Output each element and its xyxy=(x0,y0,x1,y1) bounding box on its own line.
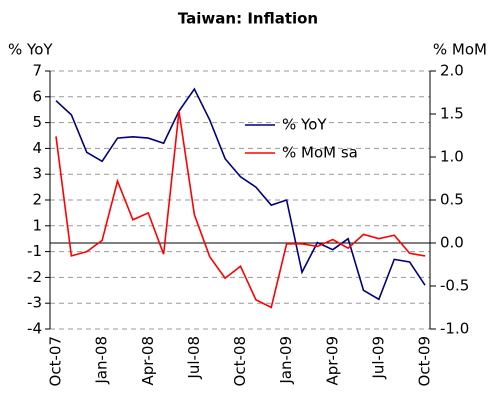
y2-tick-label: 2.0 xyxy=(440,62,464,80)
x-tick-label: Apr-08 xyxy=(139,336,157,386)
x-tick-label: Jan-09 xyxy=(277,336,295,385)
x-tick-label: Jul-08 xyxy=(185,336,203,380)
y-tick-label: 7 xyxy=(32,62,42,80)
y2-tick-label: 1.0 xyxy=(440,148,464,166)
x-tick-label: Jul-09 xyxy=(369,336,387,380)
y-tick-label: 6 xyxy=(32,87,42,105)
y-tick-label: 2 xyxy=(32,191,42,209)
y-tick-label: -1 xyxy=(27,242,42,260)
y2-tick-label: -1.0 xyxy=(440,320,469,338)
y-tick-label: -3 xyxy=(27,294,42,312)
x-tick-label: Oct-08 xyxy=(231,336,249,386)
legend-label: % MoM sa xyxy=(282,144,358,162)
y2-tick-label: 0.5 xyxy=(440,191,464,209)
chart-title: Taiwan: Inflation xyxy=(178,10,318,28)
y-axis-label: % YoY xyxy=(8,41,53,59)
legend-label: % YoY xyxy=(282,116,327,134)
y2-tick-label: -0.5 xyxy=(440,277,469,295)
x-tick-label: Oct-09 xyxy=(416,336,434,386)
series-line xyxy=(55,87,426,301)
series-line xyxy=(55,111,426,309)
y-tick-label: -2 xyxy=(27,268,42,286)
y-tick-label: 3 xyxy=(32,165,42,183)
y2-tick-label: 0.0 xyxy=(440,234,464,252)
y2-axis-label: % MoM xyxy=(433,41,487,59)
y-tick-label: 5 xyxy=(32,113,42,131)
y-tick-label: 1 xyxy=(32,216,42,234)
y2-tick-label: 1.5 xyxy=(440,105,464,123)
x-tick-label: Jan-08 xyxy=(93,336,111,385)
y-tick-label: -4 xyxy=(27,320,42,338)
x-tick-label: Oct-07 xyxy=(47,336,65,386)
y-tick-label: 4 xyxy=(32,139,42,157)
x-tick-label: Apr-09 xyxy=(323,336,341,386)
